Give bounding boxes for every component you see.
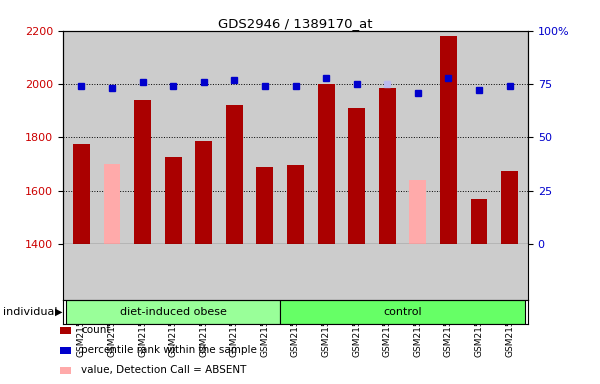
Text: count: count	[81, 325, 110, 335]
Bar	[470, 199, 487, 244]
Bar	[379, 88, 395, 244]
Bar	[104, 164, 121, 244]
Bar	[348, 108, 365, 244]
Bar	[409, 180, 426, 244]
Text: control: control	[383, 307, 422, 317]
Bar	[440, 36, 457, 244]
Text: individual: individual	[3, 307, 58, 317]
Bar	[196, 141, 212, 244]
Text: value, Detection Call = ABSENT: value, Detection Call = ABSENT	[81, 365, 247, 375]
Bar	[317, 84, 335, 244]
Text: diet-induced obese: diet-induced obese	[119, 307, 227, 317]
Text: ▶: ▶	[55, 307, 62, 317]
Bar	[66, 300, 280, 324]
Bar	[280, 300, 525, 324]
Bar	[256, 167, 274, 244]
Bar	[165, 157, 182, 244]
Bar	[226, 105, 243, 244]
Bar	[287, 165, 304, 244]
Text: percentile rank within the sample: percentile rank within the sample	[81, 345, 257, 355]
Bar	[73, 144, 90, 244]
Bar	[501, 170, 518, 244]
Title: GDS2946 / 1389170_at: GDS2946 / 1389170_at	[218, 17, 373, 30]
Bar	[134, 100, 151, 244]
